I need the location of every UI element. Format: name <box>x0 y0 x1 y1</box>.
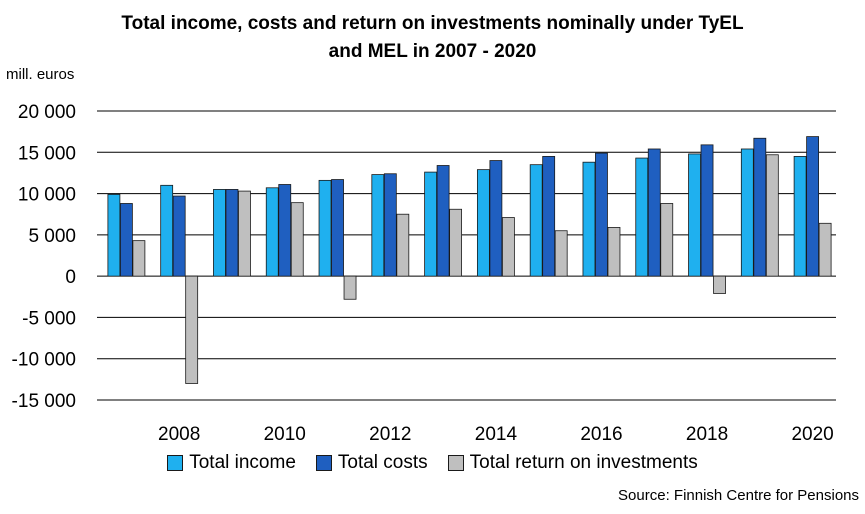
bar <box>172 195 186 277</box>
y-tick-label: 15 000 <box>18 143 76 164</box>
bar <box>107 193 121 277</box>
bar <box>740 148 754 277</box>
bar <box>331 179 344 277</box>
legend: Total income Total costs Total return on i… <box>0 452 865 474</box>
bar <box>595 152 608 277</box>
chart-title-line-1: Total income, costs and return on invest… <box>121 13 744 34</box>
bar <box>132 240 146 277</box>
y-tick-label: 5 000 <box>28 226 76 247</box>
bar <box>635 157 649 277</box>
y-tick-label: 0 <box>65 267 76 288</box>
x-tick-label: 2018 <box>686 424 728 445</box>
bar <box>753 137 767 277</box>
bar <box>554 230 568 277</box>
bar <box>119 203 133 277</box>
bar <box>476 169 490 277</box>
bar <box>371 174 385 277</box>
bar <box>793 156 807 277</box>
bar <box>700 144 714 277</box>
bar <box>449 208 463 277</box>
bar <box>343 275 357 300</box>
bar <box>318 179 332 277</box>
bar <box>278 184 292 277</box>
bar <box>160 184 174 277</box>
x-tick-label: 2008 <box>158 424 200 445</box>
chart-title-line-2: and MEL in 2007 - 2020 <box>328 41 537 62</box>
bar <box>607 227 621 277</box>
bar <box>765 154 779 277</box>
bar <box>529 164 543 277</box>
x-tick-label: 2020 <box>791 424 833 445</box>
y-tick-label: -10 000 <box>12 350 76 371</box>
y-axis-unit-label: mill. euros <box>6 66 75 83</box>
legend-label: Total income <box>189 452 296 473</box>
legend-label: Total costs <box>337 452 428 473</box>
bar <box>424 171 438 277</box>
bar <box>396 213 410 277</box>
bar <box>582 161 596 277</box>
bar <box>688 153 701 277</box>
bar <box>660 203 674 277</box>
legend-swatch <box>167 455 184 471</box>
bar <box>213 189 226 277</box>
legend-label: Total return on investments <box>469 452 698 473</box>
legend-item: Total costs <box>315 452 428 474</box>
y-tick-label: 10 000 <box>18 185 76 206</box>
bar <box>265 187 279 277</box>
bar <box>290 202 304 277</box>
bar <box>185 275 199 384</box>
legend-item: Total return on investments <box>447 452 698 474</box>
bar <box>225 189 239 277</box>
legend-swatch <box>447 455 464 471</box>
legend-item: Total income <box>167 452 296 474</box>
bar <box>542 156 556 277</box>
legend-swatch <box>315 455 332 471</box>
chart-title: Total income, costs and return on invest… <box>0 10 865 66</box>
y-tick-label: -5 000 <box>22 308 76 329</box>
bar <box>238 190 251 277</box>
y-tick-label: 20 000 <box>18 102 76 123</box>
source-note: Source: Finnish Centre for Pensions <box>618 487 859 504</box>
bar <box>501 217 515 277</box>
bar <box>806 136 820 277</box>
y-tick-label: -15 000 <box>12 391 76 412</box>
bar <box>436 165 450 277</box>
x-tick-label: 2012 <box>369 424 411 445</box>
bar <box>818 222 832 277</box>
x-tick-label: 2016 <box>580 424 622 445</box>
x-tick-label: 2010 <box>264 424 306 445</box>
bar <box>713 275 726 294</box>
bar <box>489 160 503 277</box>
bar <box>647 148 661 277</box>
x-tick-label: 2014 <box>475 424 518 445</box>
bar <box>383 173 397 277</box>
